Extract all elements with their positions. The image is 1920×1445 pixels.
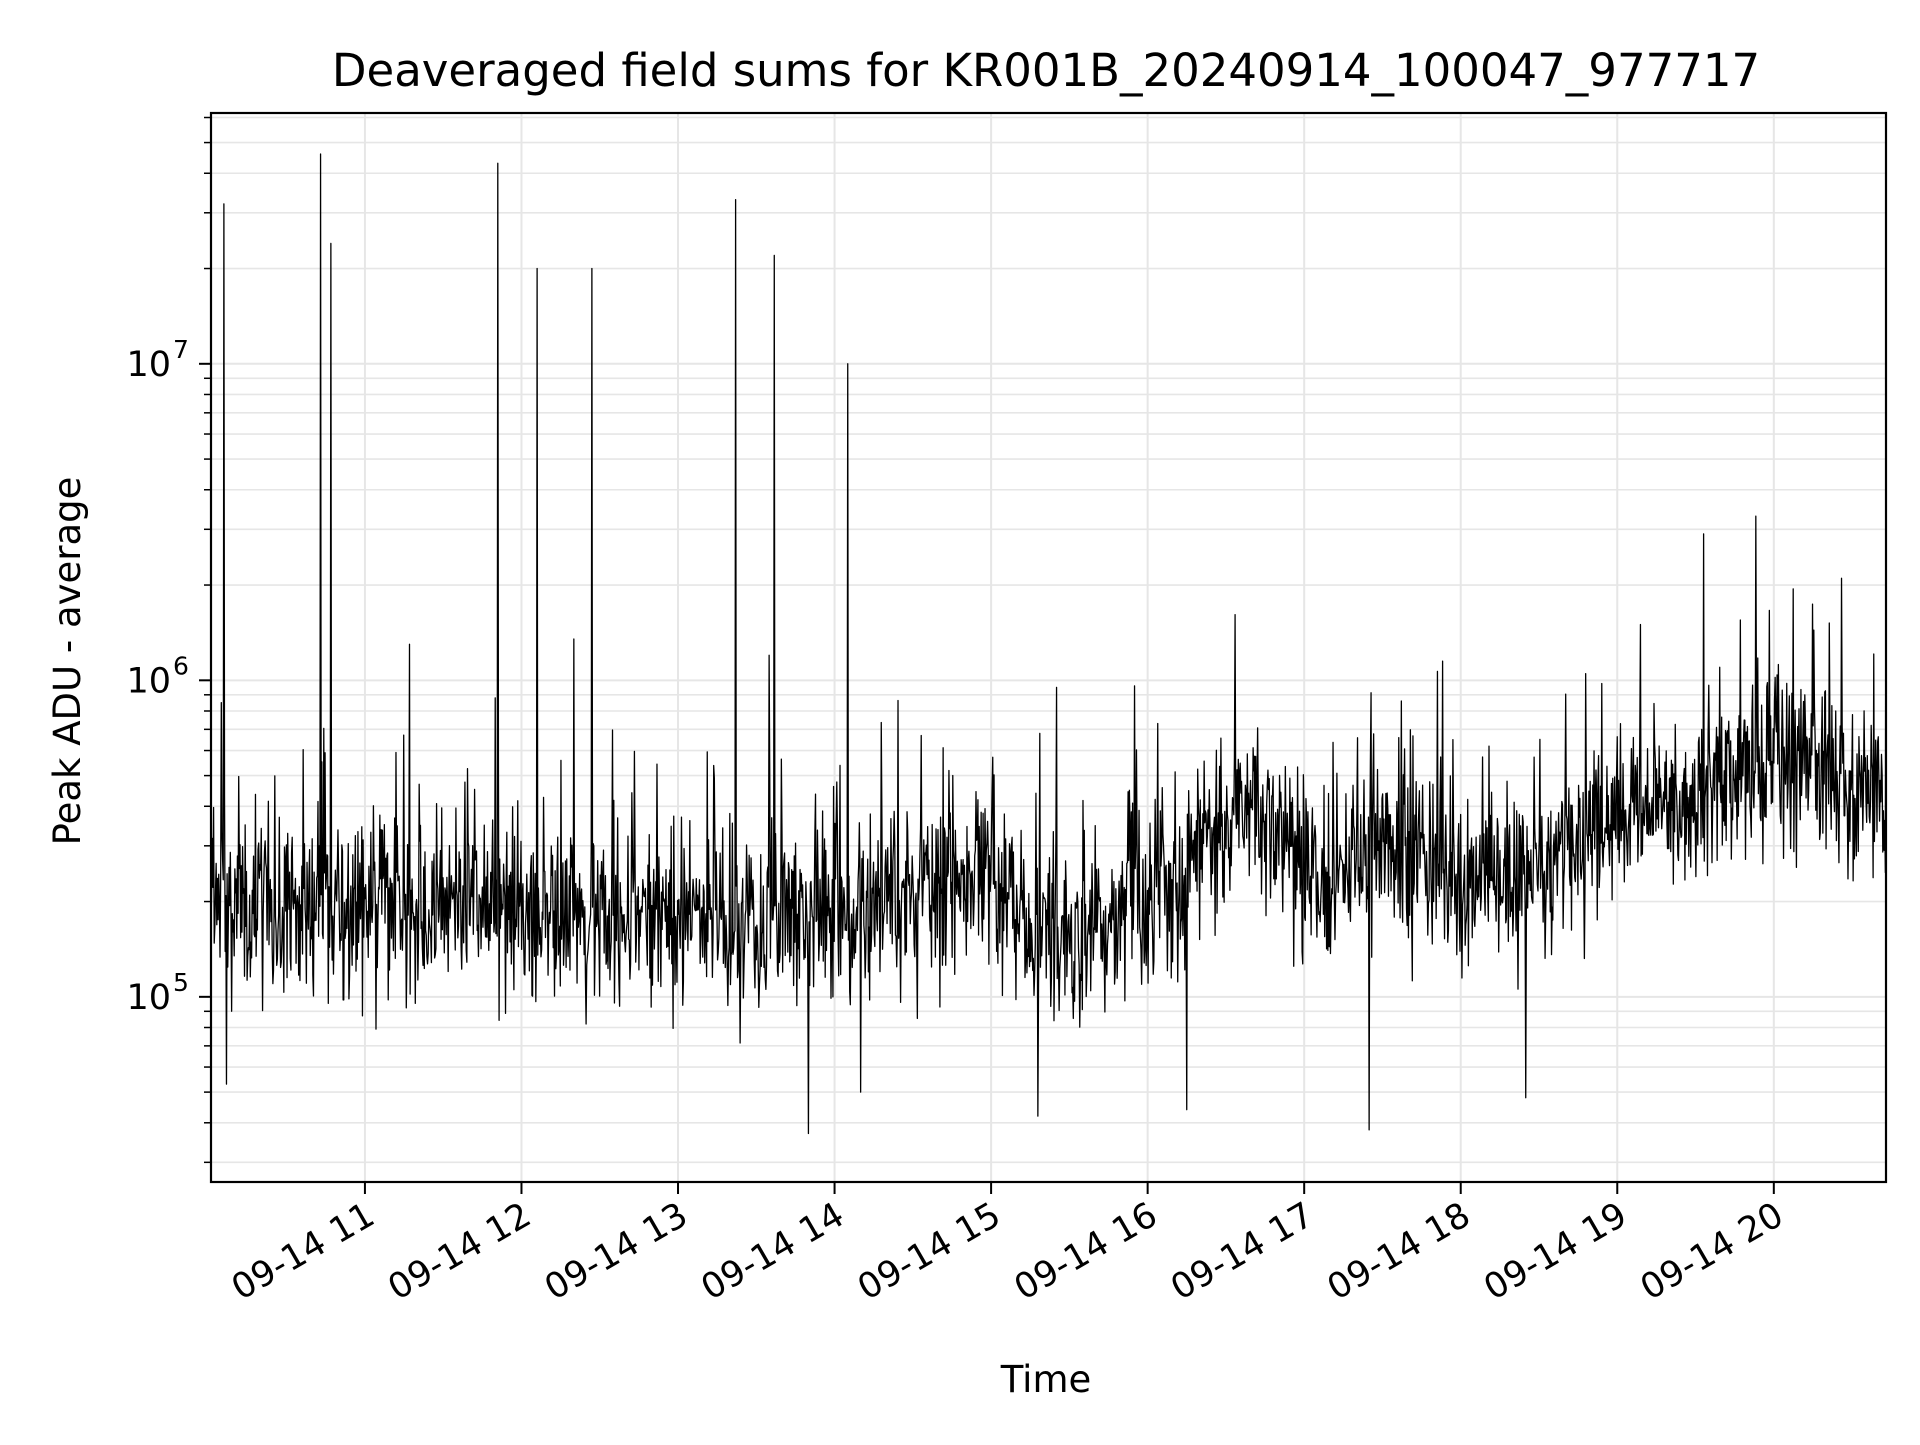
series-layer [210,153,1887,1135]
y-tick-exponent: 5 [173,968,189,997]
y-tick-label: 10 [126,345,171,385]
y-tick-exponent: 7 [173,335,189,364]
series-line [210,153,1887,1135]
y-axis-label: Peak ADU - average [46,477,89,846]
grid-layer [211,113,1886,1182]
chart-title: Deaveraged field sums for KR001B_2024091… [332,44,1760,97]
y-tick-label: 10 [126,978,171,1018]
x-axis-label: Time [1000,1358,1092,1401]
y-tick-label: 10 [126,661,171,701]
y-tick-exponent: 6 [173,651,189,680]
plot-frame [209,111,1888,1184]
